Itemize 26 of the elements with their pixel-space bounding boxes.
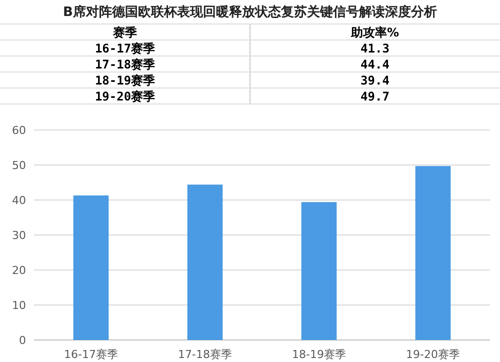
text: 赛季 bbox=[112, 26, 138, 40]
y-tick-label: 50 bbox=[12, 159, 26, 172]
y-tick-label: 20 bbox=[12, 264, 26, 277]
category-label: 18-19赛季 bbox=[94, 74, 156, 88]
y-tick-label: 30 bbox=[12, 229, 26, 242]
bar bbox=[301, 202, 337, 340]
y-tick-label: 40 bbox=[12, 194, 26, 207]
category-label: 17-18赛季 bbox=[94, 58, 156, 72]
y-tick-label: 60 bbox=[12, 124, 26, 137]
bar bbox=[187, 184, 223, 340]
x-tick-label: 16-17赛季 bbox=[64, 348, 118, 361]
x-tick-label: 19-20赛季 bbox=[406, 348, 460, 361]
y-tick-label: 10 bbox=[12, 299, 26, 312]
bar bbox=[415, 166, 451, 340]
data-label: 49.7 bbox=[360, 90, 390, 104]
y-tick-label: 0 bbox=[19, 334, 26, 347]
text: B席对阵德国欧联杯表现回暖释放状态复苏关键信号解读深度分析 bbox=[63, 4, 437, 20]
x-tick-label: 17-18赛季 bbox=[178, 348, 232, 361]
data-label: 41.3 bbox=[360, 42, 390, 56]
text: 助攻率% bbox=[350, 26, 400, 40]
category-label: 19-20赛季 bbox=[94, 90, 156, 104]
bar bbox=[73, 195, 109, 340]
data-label: 39.4 bbox=[360, 74, 390, 88]
x-tick-label: 18-19赛季 bbox=[292, 348, 346, 361]
data-label: 44.4 bbox=[360, 58, 390, 72]
category-label: 16-17赛季 bbox=[94, 42, 156, 56]
